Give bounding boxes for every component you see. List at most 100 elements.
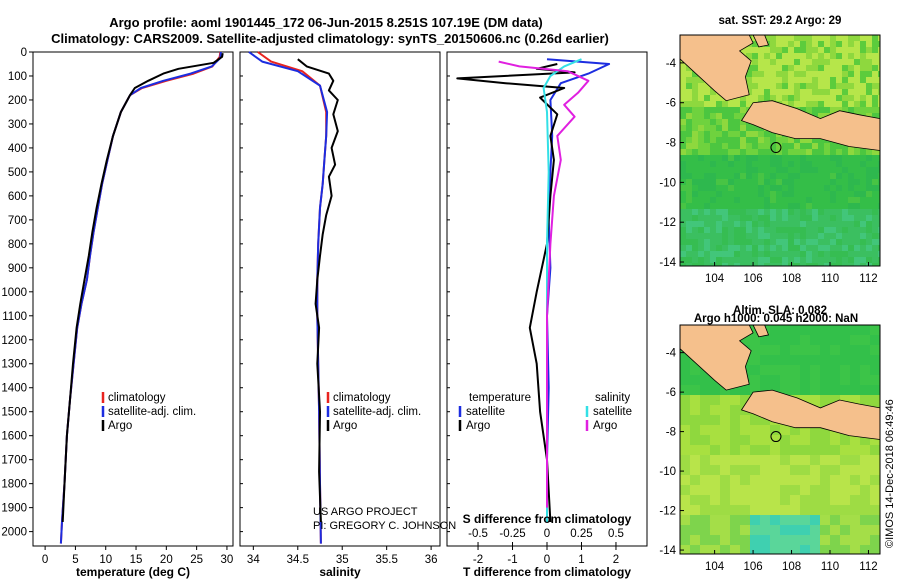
map-cell bbox=[710, 385, 721, 396]
map-cell bbox=[842, 161, 849, 168]
map-cell bbox=[810, 355, 821, 366]
map-cell bbox=[764, 191, 771, 198]
map-cell bbox=[758, 161, 765, 168]
map-cell bbox=[776, 155, 783, 162]
map-cell bbox=[842, 227, 849, 234]
map-cell bbox=[806, 221, 813, 228]
map-cell bbox=[842, 47, 849, 54]
map-cell bbox=[866, 215, 873, 222]
map-cell bbox=[824, 245, 831, 252]
map-cell bbox=[860, 239, 867, 246]
map-cell bbox=[710, 435, 721, 446]
legend-label: Argo bbox=[108, 420, 132, 432]
map-cell bbox=[806, 233, 813, 240]
map-cell bbox=[830, 355, 841, 366]
map-cell bbox=[710, 505, 721, 516]
map-cell bbox=[830, 365, 841, 376]
y-tick-label: -6 bbox=[666, 98, 676, 110]
map-cell bbox=[848, 239, 855, 246]
map-cell bbox=[800, 335, 811, 346]
map-cell bbox=[812, 239, 819, 246]
map-cell bbox=[746, 95, 753, 102]
map-cell bbox=[860, 505, 871, 516]
map-cell bbox=[716, 167, 723, 174]
map-cell bbox=[680, 77, 687, 84]
map-cell bbox=[740, 263, 747, 266]
map-cell bbox=[824, 197, 831, 204]
map-cell bbox=[746, 47, 753, 54]
map-cell bbox=[698, 263, 705, 266]
map-cell bbox=[830, 89, 837, 96]
map-cell bbox=[860, 485, 871, 496]
map-cell bbox=[836, 47, 843, 54]
x-tick-label: 36 bbox=[425, 554, 438, 566]
map-cell bbox=[770, 515, 781, 526]
map-cell bbox=[752, 257, 759, 264]
map-cell bbox=[710, 209, 717, 216]
map-cell bbox=[700, 385, 711, 396]
map-cell bbox=[770, 335, 781, 346]
map-cell bbox=[750, 385, 761, 396]
map-cell bbox=[770, 143, 777, 150]
map-cell bbox=[794, 137, 801, 144]
map-cell bbox=[800, 251, 807, 258]
map-cell bbox=[850, 375, 861, 386]
map-cell bbox=[860, 47, 867, 54]
map-cell bbox=[680, 137, 687, 144]
map-cell bbox=[866, 227, 873, 234]
map-cell bbox=[740, 385, 751, 396]
map-cell bbox=[734, 155, 741, 162]
map-cell bbox=[820, 355, 831, 366]
map-cell bbox=[680, 107, 687, 114]
map-cell bbox=[716, 221, 723, 228]
map-cell bbox=[830, 53, 837, 60]
map-cell bbox=[746, 209, 753, 216]
map-cell bbox=[770, 83, 777, 90]
map-cell bbox=[850, 445, 861, 456]
map-cell bbox=[690, 465, 701, 476]
map-cell bbox=[750, 515, 761, 526]
map-cell bbox=[740, 251, 747, 258]
map-cell bbox=[836, 173, 843, 180]
map-cell bbox=[812, 83, 819, 90]
map-cell bbox=[770, 59, 777, 66]
map-cell bbox=[872, 245, 879, 252]
map-cell bbox=[698, 137, 705, 144]
map-title: sat. SST: 29.2 Argo: 29 bbox=[719, 15, 842, 27]
map-cell bbox=[800, 65, 807, 72]
map-cell bbox=[794, 161, 801, 168]
map-cell bbox=[680, 415, 691, 426]
map-cell bbox=[710, 395, 721, 406]
map-cell bbox=[788, 257, 795, 264]
map-cell bbox=[716, 173, 723, 180]
map-cell bbox=[870, 385, 880, 396]
map-cell bbox=[818, 149, 825, 156]
map-cell bbox=[860, 395, 871, 406]
map-cell bbox=[830, 545, 841, 554]
map-cell bbox=[758, 149, 765, 156]
map-cell bbox=[848, 167, 855, 174]
map-cell bbox=[848, 95, 855, 102]
map-cell bbox=[700, 495, 711, 506]
map-cell bbox=[686, 233, 693, 240]
map-cell bbox=[878, 239, 880, 246]
map-cell bbox=[788, 173, 795, 180]
map-cell bbox=[764, 185, 771, 192]
y-tick-label: 1100 bbox=[2, 311, 27, 323]
map-cell bbox=[836, 197, 843, 204]
map-cell bbox=[806, 155, 813, 162]
map-cell bbox=[842, 185, 849, 192]
map-cell bbox=[818, 245, 825, 252]
map-cell bbox=[820, 395, 831, 406]
map-cell bbox=[870, 365, 880, 376]
map-cell bbox=[680, 465, 691, 476]
map-cell bbox=[686, 167, 693, 174]
map-cell bbox=[686, 161, 693, 168]
map-cell bbox=[836, 221, 843, 228]
map-cell bbox=[788, 89, 795, 96]
map-cell bbox=[800, 71, 807, 78]
y-tick-label: 1900 bbox=[1, 503, 27, 515]
map-cell bbox=[850, 395, 861, 406]
map-cell bbox=[686, 173, 693, 180]
map-cell bbox=[752, 65, 759, 72]
